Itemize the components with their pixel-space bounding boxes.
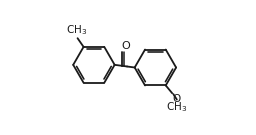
Text: O: O [122, 41, 130, 51]
Text: O: O [173, 94, 181, 104]
Text: CH$_3$: CH$_3$ [166, 101, 187, 114]
Text: CH$_3$: CH$_3$ [66, 23, 88, 37]
